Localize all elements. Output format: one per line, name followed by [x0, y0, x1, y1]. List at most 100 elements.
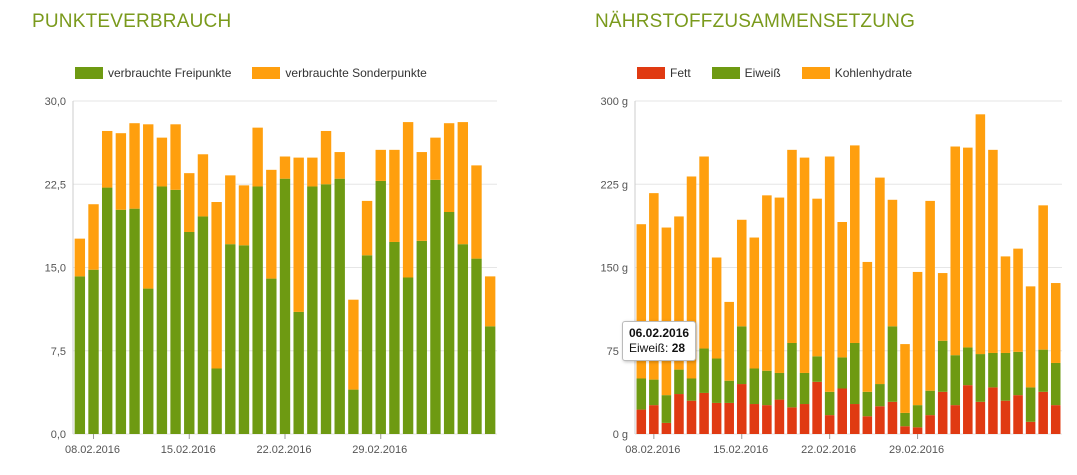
bar-segment[interactable]: [156, 186, 168, 434]
bar-segment[interactable]: [1050, 283, 1061, 363]
bar-segment[interactable]: [787, 407, 797, 434]
bar-segment[interactable]: [925, 200, 935, 391]
bar-segment[interactable]: [699, 348, 709, 393]
bar-segment[interactable]: [1038, 349, 1048, 392]
bar-segment[interactable]: [334, 152, 345, 179]
bar-segment[interactable]: [170, 124, 181, 190]
bar-segment[interactable]: [636, 409, 647, 434]
legend-item-sonderpunkte[interactable]: verbrauchte Sonderpunkte: [252, 66, 427, 80]
bar-segment[interactable]: [156, 137, 168, 187]
bar-segment[interactable]: [443, 123, 455, 212]
bar-segment[interactable]: [812, 198, 822, 357]
bar-segment[interactable]: [724, 402, 734, 434]
bar-segment[interactable]: [457, 122, 469, 245]
bar-segment[interactable]: [686, 400, 697, 434]
bar-segment[interactable]: [348, 389, 359, 434]
bar-segment[interactable]: [749, 368, 760, 405]
bar-segment[interactable]: [837, 221, 847, 358]
bar-segment[interactable]: [824, 391, 835, 416]
bar-segment[interactable]: [143, 124, 154, 289]
bar-segment[interactable]: [402, 277, 414, 434]
legend-item-fett[interactable]: Fett: [637, 66, 691, 80]
bar-segment[interactable]: [430, 137, 441, 180]
bar-segment[interactable]: [238, 245, 250, 434]
bar-segment[interactable]: [471, 258, 482, 434]
bar-segment[interactable]: [950, 405, 961, 434]
bar-segment[interactable]: [1050, 405, 1061, 434]
bar-segment[interactable]: [279, 156, 291, 179]
bar-segment[interactable]: [320, 130, 332, 185]
bar-segment[interactable]: [1013, 395, 1023, 434]
bar-segment[interactable]: [375, 180, 386, 434]
bar-segment[interactable]: [963, 147, 973, 348]
bar-segment[interactable]: [1013, 248, 1023, 352]
bar-segment[interactable]: [416, 152, 427, 241]
bar-segment[interactable]: [197, 216, 209, 434]
bar-segment[interactable]: [925, 390, 935, 416]
bar-segment[interactable]: [862, 391, 873, 417]
bar-segment[interactable]: [900, 344, 910, 413]
bar-segment[interactable]: [762, 370, 772, 406]
bar-segment[interactable]: [912, 427, 923, 434]
bar-segment[interactable]: [686, 176, 697, 379]
bar-segment[interactable]: [649, 379, 659, 406]
bar-segment[interactable]: [736, 326, 747, 385]
bar-segment[interactable]: [88, 269, 99, 434]
bar-segment[interactable]: [348, 299, 359, 390]
bar-segment[interactable]: [850, 404, 860, 434]
bar-segment[interactable]: [963, 385, 973, 434]
bar-segment[interactable]: [334, 178, 345, 434]
bar-segment[interactable]: [101, 130, 113, 188]
bar-segment[interactable]: [724, 380, 734, 403]
bar-segment[interactable]: [875, 406, 885, 434]
bar-segment[interactable]: [686, 378, 697, 401]
bar-segment[interactable]: [1050, 362, 1061, 406]
bar-segment[interactable]: [837, 357, 847, 389]
bar-segment[interactable]: [774, 399, 785, 434]
bar-segment[interactable]: [636, 224, 647, 379]
bar-segment[interactable]: [724, 301, 734, 381]
bar-segment[interactable]: [799, 157, 810, 373]
bar-segment[interactable]: [988, 352, 998, 388]
bar-segment[interactable]: [361, 255, 373, 434]
bar-segment[interactable]: [649, 405, 659, 434]
bar-segment[interactable]: [266, 169, 277, 279]
bar-segment[interactable]: [937, 391, 948, 434]
bar-segment[interactable]: [762, 405, 772, 434]
bar-segment[interactable]: [875, 384, 885, 407]
bar-segment[interactable]: [711, 257, 722, 359]
bar-segment[interactable]: [975, 354, 986, 402]
bar-segment[interactable]: [416, 240, 427, 434]
bar-segment[interactable]: [950, 355, 961, 406]
legend-item-eiweiss[interactable]: Eiweiß: [711, 66, 781, 80]
bar-segment[interactable]: [484, 276, 496, 327]
bar-segment[interactable]: [211, 368, 222, 434]
bar-segment[interactable]: [661, 422, 672, 434]
bar-segment[interactable]: [402, 122, 414, 278]
bar-segment[interactable]: [749, 237, 760, 369]
bar-segment[interactable]: [699, 156, 709, 349]
bar-segment[interactable]: [1000, 400, 1011, 434]
bar-segment[interactable]: [636, 378, 647, 410]
bar-segment[interactable]: [170, 189, 181, 434]
bar-segment[interactable]: [774, 197, 785, 373]
bar-segment[interactable]: [950, 146, 961, 356]
bar-segment[interactable]: [389, 241, 400, 434]
bar-segment[interactable]: [293, 311, 304, 434]
legend-item-kohlenhydrate[interactable]: Kohlenhydrate: [801, 66, 912, 80]
bar-segment[interactable]: [824, 156, 835, 392]
bar-segment[interactable]: [736, 384, 747, 434]
bar-segment[interactable]: [736, 219, 747, 327]
bar-segment[interactable]: [143, 288, 154, 434]
bar-segment[interactable]: [1000, 352, 1011, 401]
bar-segment[interactable]: [774, 372, 785, 400]
bar-segment[interactable]: [129, 123, 140, 209]
bar-segment[interactable]: [1038, 391, 1048, 434]
bar-segment[interactable]: [988, 149, 998, 353]
bar-segment[interactable]: [787, 149, 797, 343]
bar-segment[interactable]: [661, 227, 672, 396]
bar-segment[interactable]: [787, 342, 797, 408]
bar-segment[interactable]: [912, 405, 923, 428]
bar-segment[interactable]: [225, 244, 236, 434]
bar-segment[interactable]: [649, 193, 659, 380]
